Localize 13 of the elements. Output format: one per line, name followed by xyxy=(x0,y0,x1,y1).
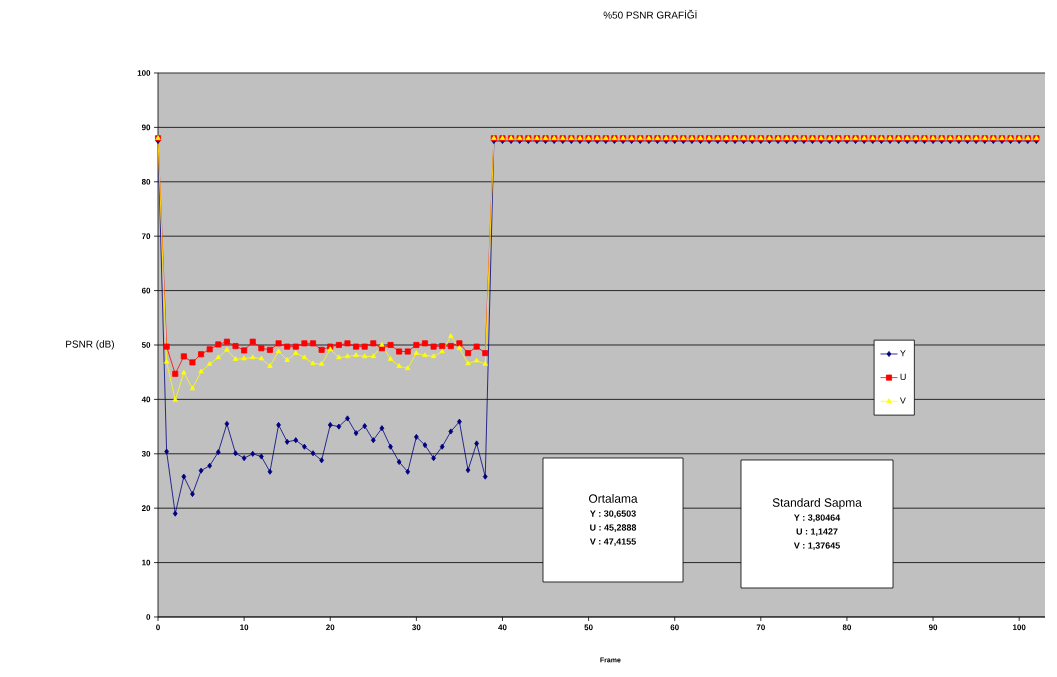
chart-title: %50 PSNR GRAFİĞİ xyxy=(603,9,697,19)
annotation: Ortalama xyxy=(588,494,638,503)
annotation: V : 1,37645 xyxy=(793,542,840,550)
annotation: U : 45,2888 xyxy=(590,524,637,532)
annotation: U : 1,1427 xyxy=(796,528,838,536)
annotation: Y : 30,6503 xyxy=(589,510,636,519)
legend-label: Y xyxy=(900,350,906,357)
annotation: Standard Sapma xyxy=(772,498,862,510)
y-axis-title: PSNR (dB) xyxy=(66,340,114,350)
legend-label: V xyxy=(899,397,906,404)
legend-label: U xyxy=(900,373,906,381)
annotation: Y : 3,80464 xyxy=(793,514,841,523)
annotation: V : 47,4155 xyxy=(589,538,636,546)
